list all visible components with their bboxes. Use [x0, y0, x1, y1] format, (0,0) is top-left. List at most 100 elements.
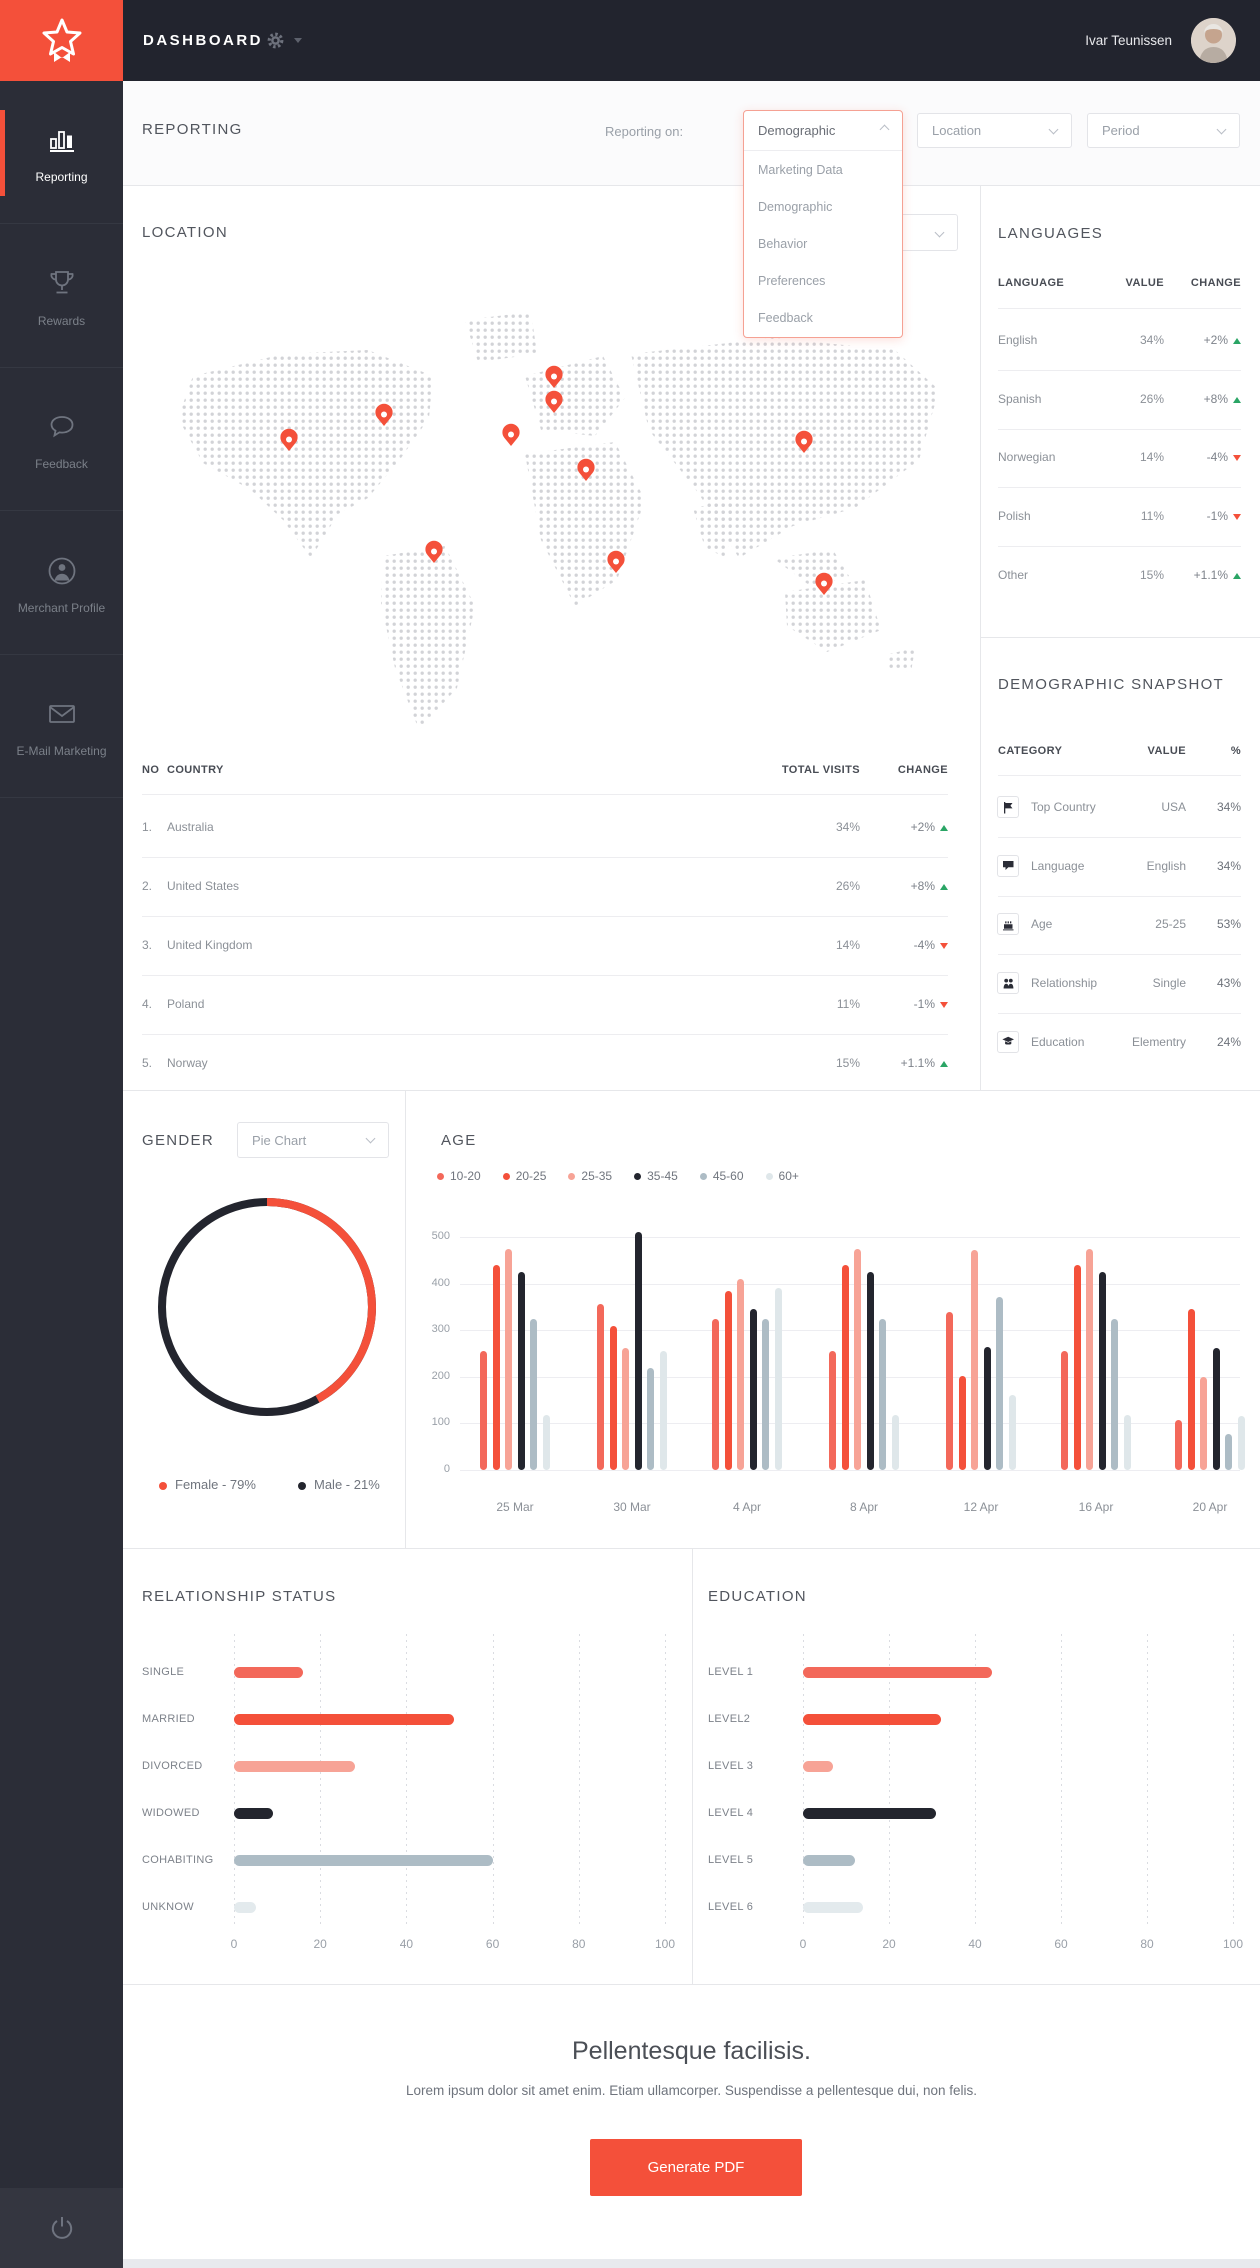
age-bar-2535: [505, 1248, 513, 1470]
male-legend-dot: [298, 1481, 306, 1490]
x-axis-tick-label: 0: [799, 1937, 807, 1951]
hbar-cohabiting: [234, 1854, 493, 1866]
change-value: -1%: [863, 997, 948, 1011]
change-value: +1.1%: [863, 1056, 948, 1070]
reporting-on-label: Reporting on:: [605, 124, 684, 139]
map-pin-icon[interactable]: [545, 365, 563, 388]
period-filter-dropdown[interactable]: Period: [1087, 113, 1240, 148]
age-bar-1020: [480, 1351, 488, 1470]
hbar-level-6: [803, 1901, 864, 1913]
hbar-single: [234, 1666, 303, 1678]
category-label: COHABITING: [142, 1854, 214, 1866]
col-header-value: VALUE: [1125, 277, 1164, 289]
age-bar-60+: [774, 1288, 782, 1470]
sidebar-item-reporting[interactable]: Reporting: [0, 81, 123, 224]
gridline: [406, 1634, 408, 1924]
map-pin-icon[interactable]: [375, 403, 393, 426]
row-divider: [142, 975, 948, 976]
chevron-down-icon[interactable]: [294, 38, 302, 43]
age-bar-2535: [971, 1249, 979, 1470]
language-change: +1.1%: [1156, 568, 1241, 582]
app-logo[interactable]: [0, 0, 123, 81]
snapshot-value: Elementry: [1131, 1034, 1186, 1049]
age-bar-2025: [958, 1375, 966, 1470]
chevron-up-icon: [879, 124, 890, 135]
total-visits-value: 11%: [836, 997, 860, 1011]
gridline: [889, 1634, 890, 1924]
sidebar-item-rewards[interactable]: Rewards: [0, 225, 123, 368]
country-name: Poland: [167, 997, 205, 1011]
snapshot-category: Top Country: [1031, 800, 1096, 814]
age-legend-item: 35-45: [634, 1169, 678, 1183]
language-name: Other: [998, 567, 1029, 582]
gridline: [460, 1330, 1240, 1332]
dropdown-option-behavior[interactable]: Behavior: [758, 236, 808, 251]
section-title-age: AGE: [441, 1132, 477, 1149]
gridline: [578, 1634, 580, 1924]
gender-chart-type-dropdown[interactable]: Pie Chart: [237, 1122, 389, 1158]
map-pin-icon[interactable]: [577, 458, 595, 481]
age-bar-1020: [1175, 1420, 1183, 1470]
row-number: 3.: [142, 938, 153, 952]
location-filter-value: Location: [932, 123, 982, 138]
language-value: 11%: [1140, 509, 1164, 524]
age-bar-1020: [597, 1303, 605, 1470]
hbar-divorced: [234, 1760, 355, 1772]
map-pin-icon[interactable]: [545, 390, 563, 413]
map-pin-icon[interactable]: [815, 572, 833, 595]
reporting-header: REPORTING Reporting on: Location Period: [123, 81, 1260, 186]
age-bar-60+: [1237, 1416, 1245, 1470]
person-circle-icon: [0, 554, 123, 588]
x-axis-tick-label: 40: [399, 1937, 414, 1951]
hbar-married: [234, 1713, 454, 1725]
section-title-gender: GENDER: [142, 1132, 214, 1149]
age-bar-2025: [609, 1326, 617, 1470]
sidebar-item-merchant-profile[interactable]: Merchant Profile: [0, 512, 123, 655]
map-pin-icon[interactable]: [607, 550, 625, 573]
footer-strip: [123, 2259, 1260, 2268]
x-axis-tick-label: 12 Apr: [963, 1500, 999, 1514]
logout-button[interactable]: [0, 2188, 123, 2268]
sidebar-item-label: E-Mail Marketing: [16, 744, 107, 758]
map-pin-icon[interactable]: [280, 428, 298, 451]
trend-down-icon: [1233, 514, 1241, 521]
language-value: 15%: [1139, 567, 1164, 582]
gridline: [460, 1423, 1240, 1425]
row-number: 4.: [142, 997, 153, 1011]
map-pin-icon[interactable]: [502, 423, 520, 446]
hbar-level-3: [803, 1760, 834, 1772]
age-bar-4560: [1111, 1319, 1119, 1470]
language-icon: [997, 854, 1019, 877]
age-bar-1020: [946, 1311, 954, 1470]
hbar-level-1: [803, 1666, 993, 1678]
gear-icon[interactable]: [266, 31, 285, 55]
generate-pdf-button[interactable]: Generate PDF: [590, 2139, 802, 2196]
gridline: [460, 1376, 1240, 1378]
reporting-on-selected-option[interactable]: Demographic: [744, 111, 902, 151]
dropdown-option-demographic[interactable]: Demographic: [758, 199, 833, 214]
gender-legend-female: Female - 79%: [159, 1477, 256, 1492]
age-bar-3545: [1212, 1348, 1220, 1470]
user-avatar[interactable]: [1191, 18, 1236, 63]
language-change: +8%: [1156, 392, 1241, 406]
language-change: +2%: [1156, 333, 1241, 347]
selected-option-label: Demographic: [758, 123, 836, 138]
sidebar-item-feedback[interactable]: Feedback: [0, 368, 123, 511]
dropdown-option-preferences[interactable]: Preferences: [758, 273, 826, 288]
category-label: LEVEL 6: [708, 1901, 754, 1913]
map-pin-icon[interactable]: [425, 540, 443, 563]
sidebar-item-e-mail-marketing[interactable]: E-Mail Marketing: [0, 655, 123, 798]
snapshot-value: USA: [1161, 800, 1186, 814]
dropdown-option-marketing-data[interactable]: Marketing Data: [758, 162, 843, 177]
dropdown-option-feedback[interactable]: Feedback: [758, 310, 813, 325]
reporting-on-open-dropdown: Demographic Marketing Data Demographic Beh…: [743, 110, 903, 338]
location-filter-dropdown[interactable]: Location: [917, 113, 1072, 148]
category-label: UNKNOW: [142, 1901, 194, 1913]
x-axis-tick-label: 25 Mar: [496, 1500, 534, 1514]
legend-dot: [634, 1173, 642, 1180]
row-divider: [998, 487, 1241, 489]
age-bar-2025: [492, 1264, 500, 1470]
section-title-reporting: REPORTING: [142, 121, 243, 138]
map-pin-icon[interactable]: [795, 430, 813, 453]
country-name: Norway: [167, 1056, 208, 1070]
